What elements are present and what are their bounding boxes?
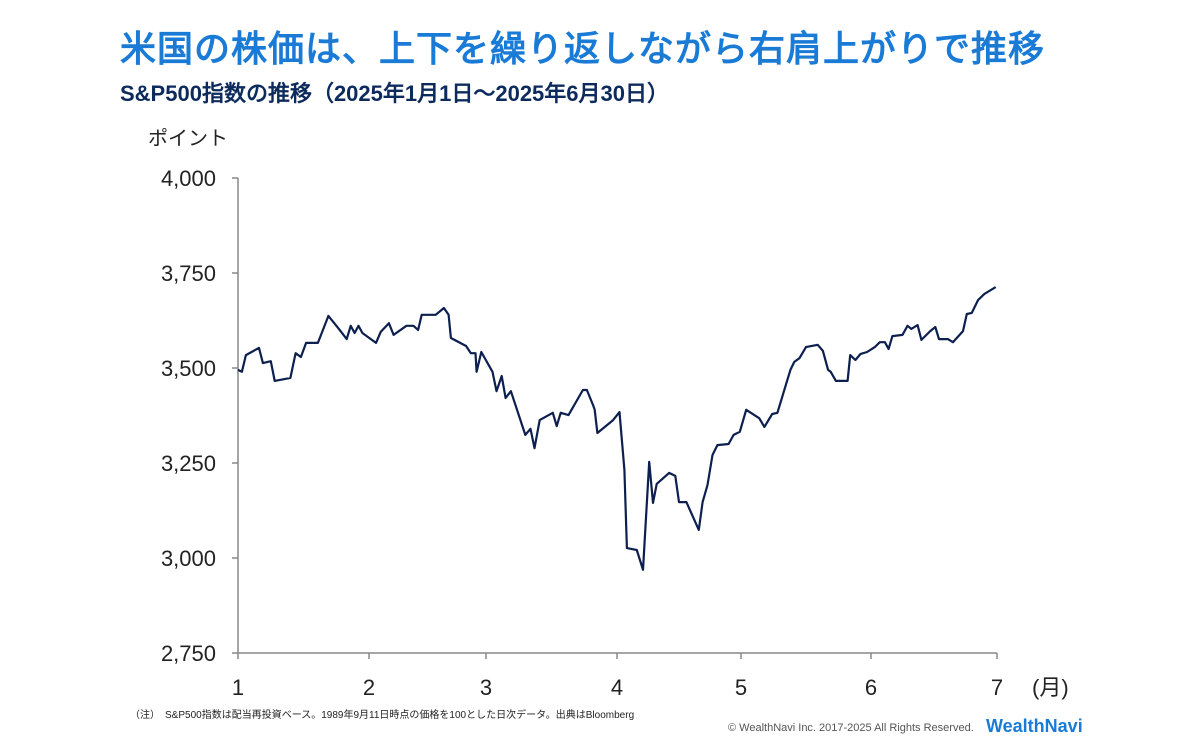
y-axis-label: ポイント [148,128,228,150]
y-tick-label: 3,500 [161,356,216,381]
copyright: © WealthNavi Inc. 2017-2025 All Rights R… [728,722,974,734]
y-tick-label: 3,000 [161,546,216,571]
sp500-line [237,286,997,571]
y-tick-label: 4,000 [161,166,216,191]
y-tick-label: 2,750 [161,641,216,666]
x-tick-label: 3 [480,675,492,700]
x-tick-label: 4 [611,675,623,700]
footnote: （注） S&P500指数は配当再投資ベース。1989年9月11日時点の価格を10… [130,710,635,721]
x-tick-label: 5 [735,675,747,700]
x-tick-label: 1 [232,675,244,700]
x-tick-label: 6 [865,675,877,700]
y-tick-label: 3,250 [161,451,216,476]
page-title: 米国の株価は、上下を繰り返しながら右肩上がりで推移 [120,28,1046,69]
x-tick-label: 2 [363,675,375,700]
x-tick-label: 7 [991,675,1003,700]
brand-logo: WealthNavi [986,716,1083,736]
x-axis-label: (月) [1032,675,1069,700]
y-tick-label: 3,750 [161,261,216,286]
chart-title: S&P500指数の推移（2025年1月1日～2025年6月30日） [120,81,670,106]
